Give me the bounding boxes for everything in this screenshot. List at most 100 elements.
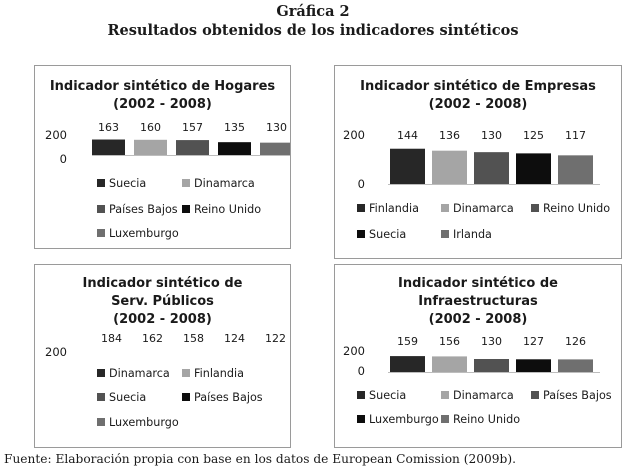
chart-panel-serv-publicos: Indicador sintético de Serv. Públicos (2… — [34, 264, 291, 448]
chart-svg: 200 0 163 160 157 135 130 Suecia Dinamarca Países… — [45, 121, 290, 240]
bar-países-bajos — [176, 140, 209, 155]
data-label: 135 — [224, 121, 245, 134]
legend-swatch — [441, 204, 449, 212]
legend-label: Dinamarca — [109, 367, 170, 380]
source-note: Fuente: Elaboración propia con base en l… — [4, 452, 516, 466]
chart-svg: 200 184 162 158 124 122 Dinamarca Finlandia Suec… — [45, 332, 286, 429]
chart-title: Indicador sintético de Hogares (2002 - 2… — [35, 78, 290, 114]
bar-luxemburgo — [516, 359, 551, 372]
chart-title-text: Indicador sintético de Infraestructuras — [398, 276, 558, 309]
legend-swatch — [357, 391, 365, 399]
legend-label: Finlandia — [369, 202, 419, 215]
legend-label: Reino Unido — [453, 413, 520, 426]
legend-label: Suecia — [109, 177, 146, 190]
bar-reino-unido — [558, 359, 593, 372]
bar-dinamarca — [432, 150, 467, 184]
legend-swatch — [97, 179, 105, 187]
legend-label: Dinamarca — [453, 389, 514, 402]
chart-period: (2002 - 2008) — [113, 312, 212, 327]
legend-label: Dinamarca — [194, 177, 255, 190]
legend-swatch — [357, 230, 365, 238]
legend-label: Reino Unido — [194, 203, 261, 216]
chart-title: Indicador sintético de Serv. Públicos (2… — [75, 275, 250, 329]
data-label: 163 — [98, 121, 119, 134]
data-label: 125 — [523, 129, 544, 142]
legend-label: Suecia — [369, 228, 406, 241]
chart-title-text: Indicador sintético de Serv. Públicos — [82, 276, 243, 309]
data-label: 136 — [439, 129, 460, 142]
data-label: 124 — [224, 332, 245, 345]
legend-swatch — [182, 393, 190, 401]
legend-swatch — [97, 369, 105, 377]
bar-suecia — [92, 139, 125, 155]
legend-label: Luxemburgo — [369, 413, 439, 426]
bar-luxemburgo — [260, 142, 290, 155]
data-label: 130 — [481, 129, 502, 142]
legend-label: Países Bajos — [109, 203, 178, 216]
legend-swatch — [182, 205, 190, 213]
figure-title: Resultados obtenidos de los indicadores … — [107, 22, 519, 39]
bar-países-bajos — [474, 359, 509, 372]
data-label: 184 — [101, 332, 122, 345]
bar-reino-unido — [218, 142, 251, 155]
bar-suecia — [390, 356, 425, 372]
y-tick-label: 0 — [60, 152, 67, 166]
legend-label: Países Bajos — [543, 389, 612, 402]
chart-title: Indicador sintético de Infraestructuras … — [385, 275, 571, 329]
legend-label: Luxemburgo — [109, 416, 179, 429]
y-tick-label: 0 — [358, 364, 365, 378]
legend-label: Luxemburgo — [109, 227, 179, 240]
data-label: 157 — [182, 121, 203, 134]
data-label: 117 — [565, 129, 586, 142]
y-tick-label: 200 — [343, 128, 365, 142]
chart-svg: 200 0 144 136 130 125 117 Finlandia Dinamarca Rei… — [343, 128, 610, 241]
legend-label: Países Bajos — [194, 391, 263, 404]
y-tick-label: 200 — [343, 344, 365, 358]
legend-swatch — [357, 415, 365, 423]
legend-label: Irlanda — [453, 228, 492, 241]
data-label: 130 — [481, 335, 502, 348]
chart-panel-empresas: Indicador sintético de Empresas (2002 - … — [334, 65, 622, 259]
data-label: 156 — [439, 335, 460, 348]
data-label: 162 — [142, 332, 163, 345]
y-tick-label: 0 — [358, 177, 365, 191]
data-label: 144 — [397, 129, 418, 142]
legend-swatch — [97, 205, 105, 213]
legend-swatch — [182, 179, 190, 187]
data-label: 159 — [397, 335, 418, 348]
legend-label: Finlandia — [194, 367, 244, 380]
bar-dinamarca — [134, 139, 167, 155]
bar-reino-unido — [474, 152, 509, 184]
chart-period: (2002 - 2008) — [428, 312, 528, 327]
legend-swatch — [182, 369, 190, 377]
chart-period: (2002 - 2008) — [113, 97, 212, 112]
bar-suecia — [516, 153, 551, 184]
chart-title-text: Indicador sintético de Empresas — [360, 79, 596, 94]
bar-finlandia — [390, 148, 425, 184]
chart-svg: 200 0 159 156 130 127 126 Suecia Dinamarca Países… — [343, 335, 612, 426]
legend-label: Dinamarca — [453, 202, 514, 215]
data-label: 126 — [565, 335, 586, 348]
figure-label: Gráfica 2 — [276, 3, 350, 20]
legend-swatch — [357, 204, 365, 212]
data-label: 158 — [183, 332, 204, 345]
legend-swatch — [97, 418, 105, 426]
bar-dinamarca — [432, 356, 467, 372]
chart-period: (2002 - 2008) — [428, 97, 528, 112]
data-label: 122 — [265, 332, 286, 345]
legend-swatch — [531, 204, 539, 212]
legend-label: Suecia — [369, 389, 406, 402]
chart-panel-hogares: Indicador sintético de Hogares (2002 - 2… — [34, 65, 291, 249]
legend-swatch — [441, 230, 449, 238]
legend-swatch — [97, 229, 105, 237]
data-label: 127 — [523, 335, 544, 348]
y-tick-label: 200 — [45, 128, 67, 142]
legend-swatch — [441, 415, 449, 423]
chart-title: Indicador sintético de Empresas (2002 - … — [335, 78, 621, 114]
legend-label: Reino Unido — [543, 202, 610, 215]
legend-label: Suecia — [109, 391, 146, 404]
data-label: 130 — [266, 121, 287, 134]
legend-swatch — [531, 391, 539, 399]
chart-title-text: Indicador sintético de Hogares — [49, 79, 276, 94]
y-tick-label: 200 — [45, 345, 67, 359]
